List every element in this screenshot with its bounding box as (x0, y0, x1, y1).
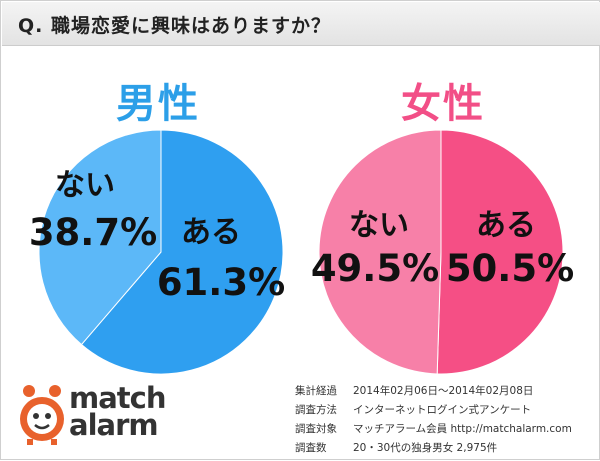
survey-info-row: 調査対象 マッチアラーム会員 http://matchalarm.com (295, 420, 572, 439)
female-slice-no-value: 49.5% (311, 247, 439, 290)
question-bar: Q. 職場恋愛に興味はありますか？ (2, 2, 600, 46)
survey-info-row: 調査数 20・30代の独身男女 2,975件 (295, 439, 572, 458)
survey-info-value: 2014年02月06日～2014年02月08日 (353, 385, 534, 397)
female-slice-yes-value: 50.5% (446, 247, 574, 290)
male-slice-no-label: ない (55, 168, 115, 203)
survey-info: 集計経過 2014年02月06日～2014年02月08日 調査方法 インターネッ… (295, 382, 572, 458)
survey-info-value: 20・30代の独身男女 2,975件 (353, 442, 498, 454)
survey-info-label: 集計経過 (295, 385, 337, 397)
logo-line-alarm: alarm (69, 408, 159, 442)
male-slice-no-value: 38.7% (29, 211, 157, 254)
female-slice-no-label: ない (349, 208, 409, 243)
survey-info-value: マッチアラーム会員 http://matchalarm.com (353, 423, 572, 435)
survey-info-row: 集計経過 2014年02月06日～2014年02月08日 (295, 382, 572, 401)
male-chart-title: 男性 (116, 81, 200, 127)
logo-wordmark: match alarm (69, 381, 166, 442)
female-chart-title: 女性 (401, 81, 485, 127)
male-slice-yes (80, 129, 284, 375)
survey-info-value: インターネットログイン式アンケート (353, 404, 532, 416)
survey-info-label: 調査方法 (295, 404, 337, 416)
survey-info-row: 調査方法 インターネットログイン式アンケート (295, 401, 572, 420)
male-slice-yes-label: ある (181, 215, 241, 250)
survey-info-label: 調査数 (295, 442, 327, 454)
logo-line-match: match (69, 381, 166, 415)
male-slice-yes-value: 61.3% (157, 261, 285, 304)
male-pie-chart: ある 61.3% ない 38.7% (29, 129, 285, 375)
female-slice-yes (436, 129, 564, 375)
matchalarm-logo (20, 385, 64, 445)
female-slice-no (318, 129, 442, 375)
alarm-clock-icon (20, 385, 64, 445)
question-title: Q. 職場恋愛に興味はありますか？ (18, 15, 331, 37)
male-slice-no (38, 129, 162, 346)
female-pie-chart: ある 50.5% ない 49.5% (311, 129, 574, 375)
female-slice-yes-label: ある (476, 208, 536, 243)
survey-info-label: 調査対象 (295, 423, 337, 435)
